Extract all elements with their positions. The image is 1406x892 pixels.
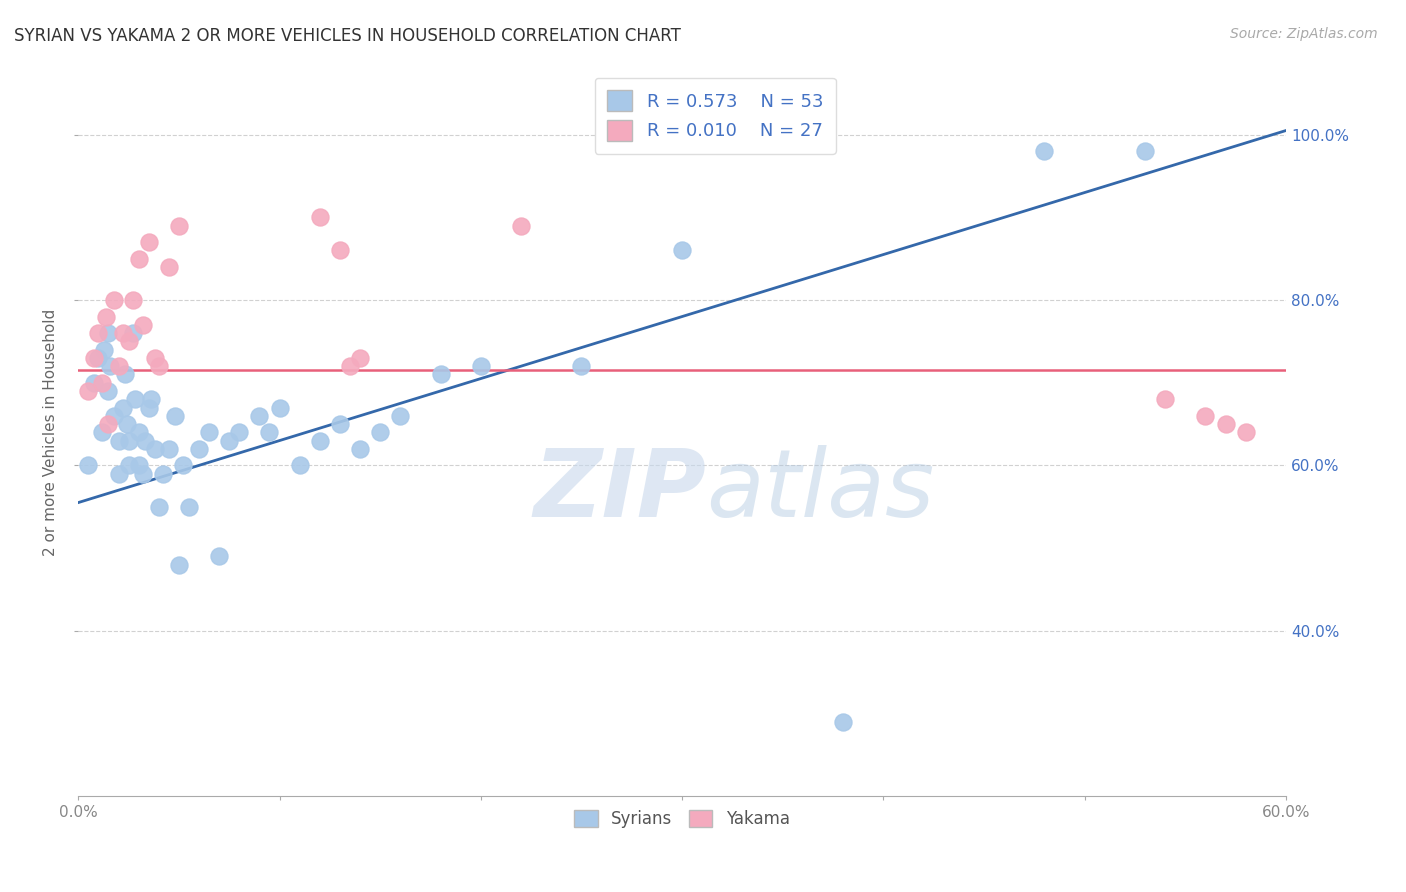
Point <box>157 442 180 456</box>
Point <box>349 351 371 365</box>
Point <box>1033 145 1056 159</box>
Point <box>97 417 120 431</box>
Point <box>143 442 166 456</box>
Point <box>157 260 180 274</box>
Point <box>103 409 125 423</box>
Point <box>111 401 134 415</box>
Point <box>167 219 190 233</box>
Point <box>329 244 352 258</box>
Point <box>138 401 160 415</box>
Text: atlas: atlas <box>706 445 935 536</box>
Point <box>218 434 240 448</box>
Point <box>208 549 231 564</box>
Point <box>115 417 138 431</box>
Text: SYRIAN VS YAKAMA 2 OR MORE VEHICLES IN HOUSEHOLD CORRELATION CHART: SYRIAN VS YAKAMA 2 OR MORE VEHICLES IN H… <box>14 27 681 45</box>
Point <box>163 409 186 423</box>
Point <box>83 376 105 390</box>
Point <box>77 384 100 398</box>
Point <box>93 343 115 357</box>
Point <box>329 417 352 431</box>
Point <box>107 434 129 448</box>
Point <box>288 458 311 473</box>
Point <box>134 434 156 448</box>
Point <box>188 442 211 456</box>
Point <box>131 318 153 332</box>
Point <box>131 467 153 481</box>
Point <box>832 714 855 729</box>
Point <box>1154 392 1177 407</box>
Legend: Syrians, Yakama: Syrians, Yakama <box>568 804 796 835</box>
Point <box>571 359 593 373</box>
Point <box>228 425 250 440</box>
Point <box>114 368 136 382</box>
Point <box>128 458 150 473</box>
Point <box>148 359 170 373</box>
Point <box>249 409 271 423</box>
Point <box>308 211 330 225</box>
Point <box>91 425 114 440</box>
Point <box>1234 425 1257 440</box>
Point <box>389 409 412 423</box>
Point <box>96 310 118 324</box>
Point <box>87 326 110 340</box>
Point <box>138 235 160 249</box>
Point <box>172 458 194 473</box>
Point <box>121 326 143 340</box>
Point <box>97 326 120 340</box>
Point <box>510 219 533 233</box>
Point <box>97 384 120 398</box>
Point <box>121 293 143 307</box>
Point <box>148 500 170 514</box>
Point <box>269 401 291 415</box>
Point <box>128 252 150 266</box>
Text: Source: ZipAtlas.com: Source: ZipAtlas.com <box>1230 27 1378 41</box>
Point <box>91 376 114 390</box>
Point <box>117 334 139 349</box>
Point <box>1194 409 1216 423</box>
Point <box>167 558 190 572</box>
Point <box>128 425 150 440</box>
Point <box>152 467 174 481</box>
Point <box>124 392 146 407</box>
Text: ZIP: ZIP <box>533 444 706 536</box>
Point <box>103 293 125 307</box>
Point <box>429 368 451 382</box>
Y-axis label: 2 or more Vehicles in Household: 2 or more Vehicles in Household <box>44 309 58 556</box>
Point <box>470 359 492 373</box>
Point <box>83 351 105 365</box>
Point <box>107 467 129 481</box>
Point <box>111 326 134 340</box>
Point <box>117 434 139 448</box>
Point <box>77 458 100 473</box>
Point <box>308 434 330 448</box>
Point <box>100 359 122 373</box>
Point <box>368 425 391 440</box>
Point <box>1215 417 1237 431</box>
Point <box>143 351 166 365</box>
Point <box>671 244 693 258</box>
Point <box>107 359 129 373</box>
Point <box>259 425 281 440</box>
Point <box>339 359 361 373</box>
Point <box>139 392 162 407</box>
Point <box>87 351 110 365</box>
Point <box>198 425 221 440</box>
Point <box>1133 145 1156 159</box>
Point <box>117 458 139 473</box>
Point <box>177 500 200 514</box>
Point <box>349 442 371 456</box>
